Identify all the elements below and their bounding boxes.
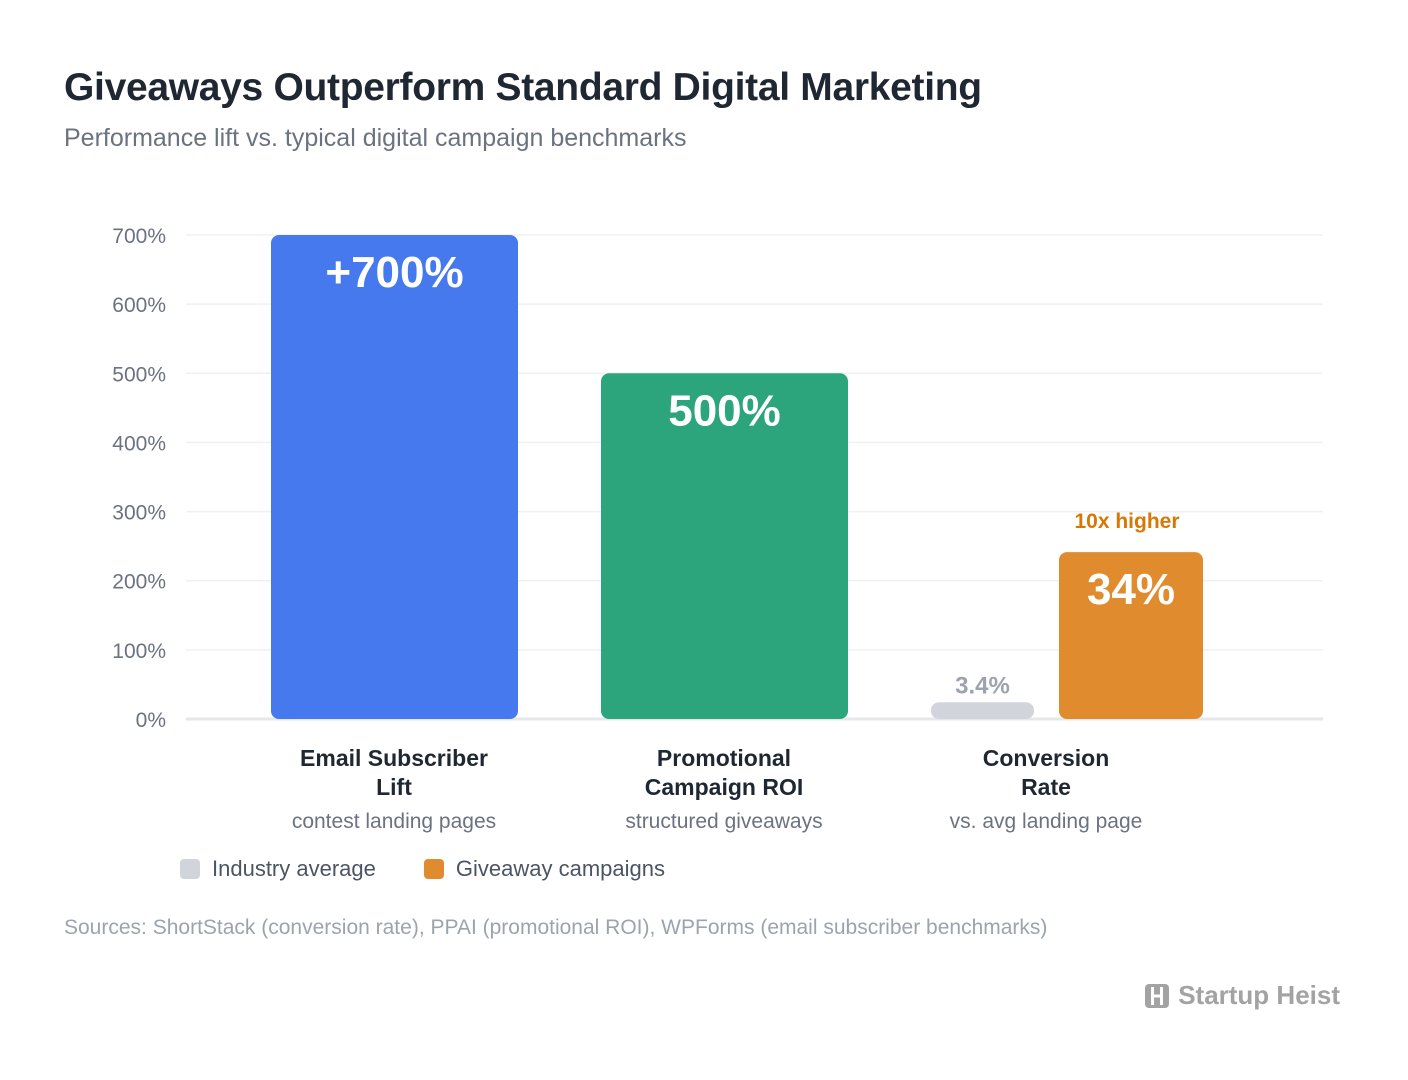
legend-item-giveaway-campaigns: Giveaway campaigns: [423, 856, 665, 882]
y-tick-label: 100%: [112, 640, 166, 663]
x-category-sublabel: contest landing pages: [292, 810, 496, 833]
y-tick-label: 500%: [112, 363, 166, 386]
legend-label-giveaway-campaigns: Giveaway campaigns: [455, 856, 665, 881]
y-tick-label: 0%: [136, 709, 166, 732]
legend: Industry average Giveaway campaigns: [180, 856, 713, 882]
brand-logo: Startup Heist: [1144, 980, 1340, 1011]
y-tick-label: 200%: [112, 571, 166, 594]
x-category-label: Promotional: [657, 745, 791, 771]
legend-swatch-industry-average: [180, 859, 200, 879]
data-label: +700%: [325, 248, 463, 297]
y-tick-label: 400%: [112, 432, 166, 455]
legend-label-industry-average: Industry average: [212, 856, 376, 881]
data-label: 3.4%: [955, 672, 1010, 699]
startup-heist-logo-icon: [1145, 983, 1170, 1008]
x-category-label: Campaign ROI: [645, 774, 803, 800]
legend-swatch-giveaway-campaigns: [423, 859, 444, 879]
chart-title: Giveaways Outperform Standard Digital Ma…: [64, 66, 982, 109]
bar-chart: 0% 100% 200% 300% 400% 500% 600% 700% +700% Email…: [112, 225, 1323, 833]
bar: [601, 373, 848, 719]
y-tick-label: 300%: [112, 502, 166, 525]
x-category-sublabel: vs. avg landing page: [950, 810, 1143, 833]
y-tick-label: 600%: [112, 294, 166, 317]
x-category-label: Email Subscriber: [300, 745, 488, 771]
bar: [271, 235, 518, 719]
annotation-label: 10x higher: [1074, 510, 1179, 533]
y-tick-label: 700%: [112, 225, 166, 248]
bar: [1059, 552, 1203, 719]
data-label: 34%: [1087, 565, 1175, 614]
sources-note: Sources: ShortStack (conversion rate), P…: [64, 916, 1048, 939]
bar: [931, 702, 1034, 719]
x-category-label: Rate: [1021, 774, 1071, 800]
x-category-label: Lift: [376, 774, 412, 800]
brand-name: Startup Heist: [1178, 980, 1340, 1010]
chart-subtitle: Performance lift vs. typical digital cam…: [64, 124, 687, 152]
legend-item-industry-average: Industry average: [180, 856, 376, 882]
x-category-sublabel: structured giveaways: [625, 810, 822, 833]
data-label: 500%: [668, 386, 781, 435]
x-category-label: Conversion: [983, 745, 1110, 771]
